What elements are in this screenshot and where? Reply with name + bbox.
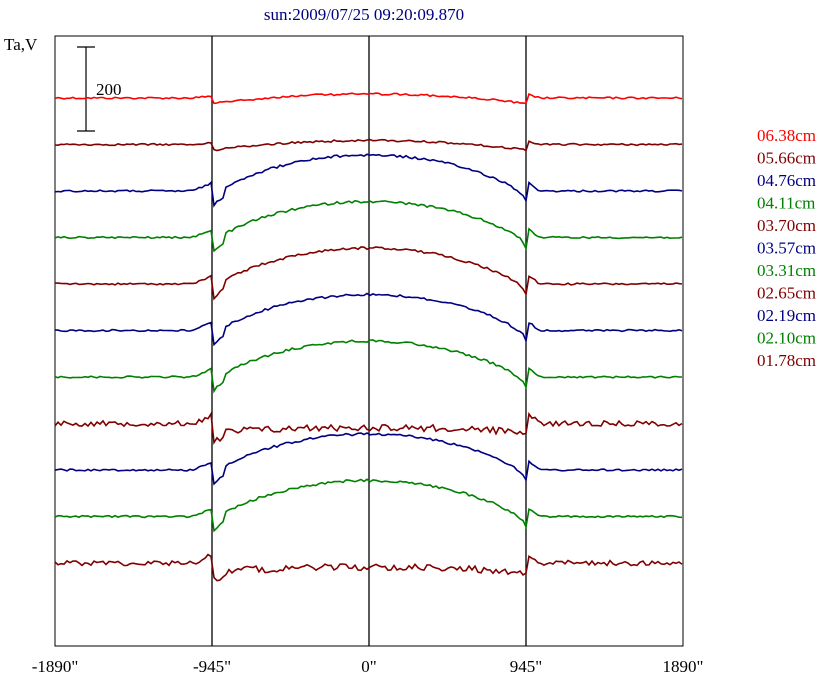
legend-entry: 02.65cm (757, 284, 816, 303)
trace-05.66cm (54, 138, 683, 152)
trace-01.78cm (54, 553, 683, 582)
legend-entry: 01.78cm (757, 351, 816, 370)
legend-entry: 04.76cm (757, 171, 816, 190)
x-tick-label: -945" (193, 657, 231, 676)
chart-title: sun:2009/07/25 09:20:09.870 (264, 5, 464, 24)
x-tick-label: 1890" (663, 657, 704, 676)
traces (54, 92, 683, 582)
legend-entry: 03.31cm (757, 261, 816, 280)
x-tick-label: 0" (361, 657, 376, 676)
legend-entry: 05.66cm (757, 149, 816, 168)
trace-06.38cm (54, 92, 683, 105)
legend-entry: 02.19cm (757, 306, 816, 325)
scale-bar: 200 (77, 46, 122, 132)
trace-02.65cm (54, 411, 683, 445)
trace-03.70cm (55, 246, 683, 301)
legend-entry: 03.70cm (757, 216, 816, 235)
trace-04.76cm (54, 153, 683, 208)
x-tick-label: -1890" (32, 657, 79, 676)
x-tick-label: 945" (510, 657, 542, 676)
legend-entry: 06.38cm (757, 126, 816, 145)
legend-entry: 03.57cm (757, 239, 816, 258)
trace-03.31cm (54, 339, 682, 394)
legend: 06.38cm 05.66cm 04.76cm 04.11cm 03.70cm 03.57… (757, 126, 816, 370)
trace-03.57cm (55, 292, 683, 347)
legend-entry: 02.10cm (757, 329, 816, 348)
legend-entry: 04.11cm (757, 194, 815, 213)
scale-bar-label: 200 (96, 80, 122, 99)
trace-02.19cm (54, 432, 683, 486)
trace-02.10cm (54, 478, 683, 533)
y-axis-label: Ta,V (4, 35, 38, 54)
x-tick-labels: -1890" -945" 0" 945" 1890" (32, 657, 704, 676)
trace-04.11cm (54, 199, 683, 253)
